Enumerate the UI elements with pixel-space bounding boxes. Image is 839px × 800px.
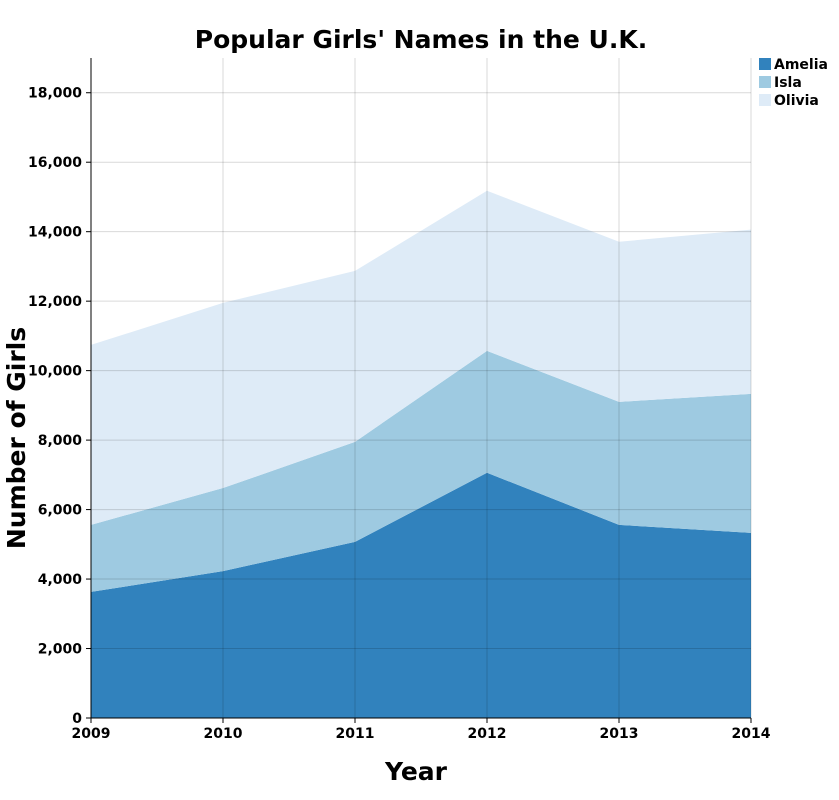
x-tick-label: 2010 <box>204 726 243 742</box>
legend-swatch-olivia <box>759 94 771 106</box>
y-tick-label: 10,000 <box>28 364 82 380</box>
y-axis-label: Number of Girls <box>2 327 31 549</box>
y-tick-label: 0 <box>72 711 82 727</box>
area-amelia <box>91 472 751 718</box>
y-tick-label: 2,000 <box>38 642 83 658</box>
legend-swatch-isla <box>759 76 771 88</box>
y-tick-label: 6,000 <box>38 503 83 519</box>
area-isla <box>91 350 751 592</box>
y-tick-label: 16,000 <box>28 155 82 171</box>
y-tick-label: 4,000 <box>38 572 83 588</box>
chart-title: Popular Girls' Names in the U.K. <box>195 25 647 54</box>
legend-label: Isla <box>774 75 802 91</box>
x-tick-label: 2009 <box>72 726 111 742</box>
y-tick-label: 14,000 <box>28 225 82 241</box>
y-tick-label: 12,000 <box>28 294 82 310</box>
legend-swatch-amelia <box>759 58 771 70</box>
x-axis-label: Year <box>384 757 448 786</box>
x-tick-label: 2012 <box>468 726 507 742</box>
legend: Amelia Isla Olivia <box>759 57 828 109</box>
x-tick-label: 2013 <box>600 726 639 742</box>
legend-label: Amelia <box>774 57 828 73</box>
y-tick-label: 8,000 <box>38 433 83 449</box>
area-olivia <box>91 190 751 525</box>
legend-label: Olivia <box>774 93 819 109</box>
x-tick-label: 2011 <box>336 726 375 742</box>
x-tick-label: 2014 <box>732 726 771 742</box>
y-tick-label: 18,000 <box>28 86 82 102</box>
